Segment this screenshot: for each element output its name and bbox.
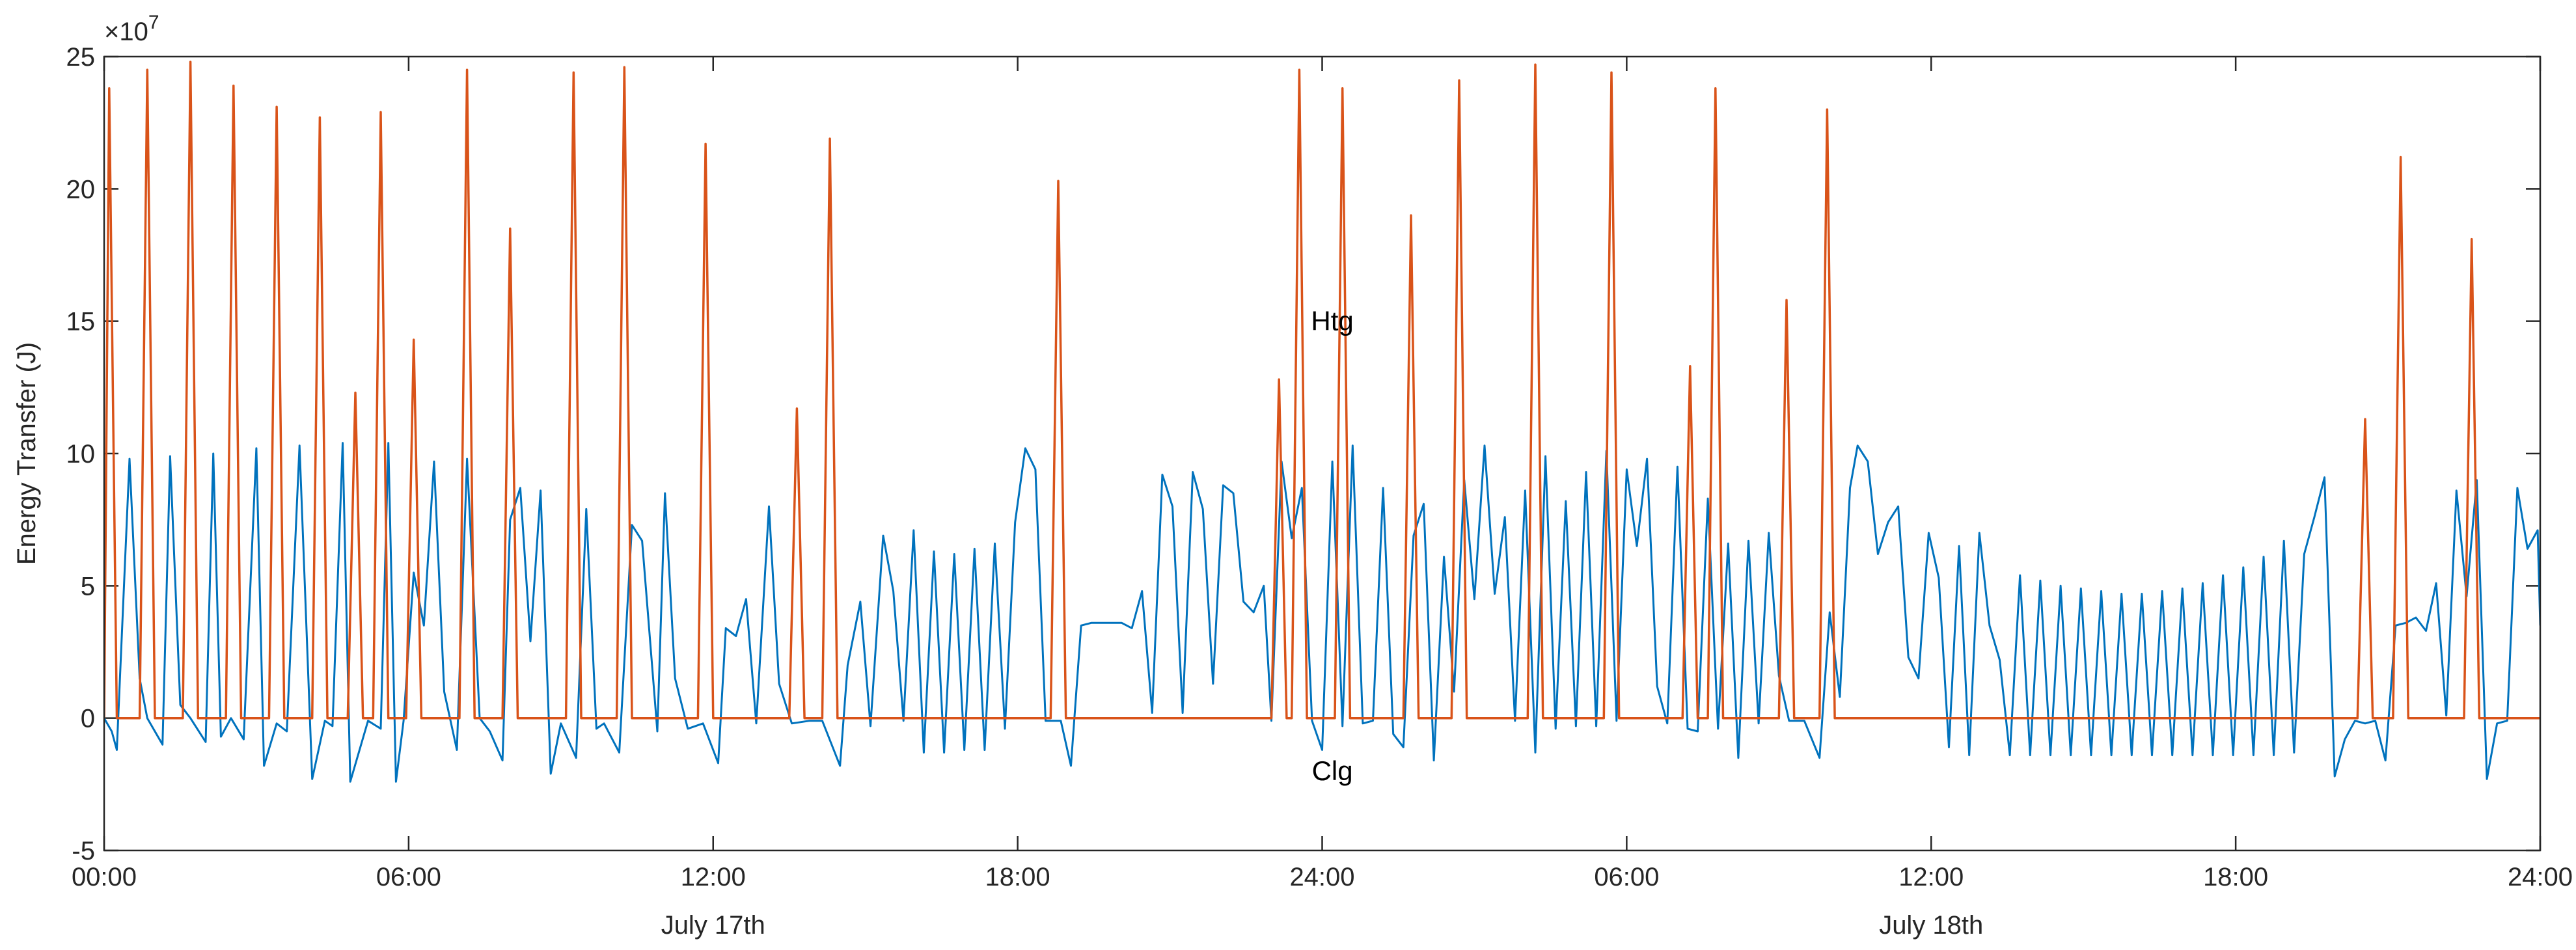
- y-tick-label-4: 15: [66, 308, 96, 336]
- heating-series-line: [104, 61, 2540, 720]
- y-exponent-base: ×10: [104, 18, 148, 46]
- x-tick-label-3: 18:00: [985, 863, 1050, 891]
- y-axis-label: Energy Transfer (J): [12, 342, 41, 565]
- annotation-htg: Htg: [1311, 306, 1353, 336]
- y-tick-label-0: -5: [72, 837, 95, 865]
- y-tick-label-2: 5: [81, 572, 95, 601]
- cooling-series-line: [104, 442, 2540, 783]
- y-exponent-power: 7: [148, 12, 159, 33]
- x-tick-label-1: 06:00: [376, 863, 441, 891]
- x-tick-label-7: 18:00: [2203, 863, 2268, 891]
- y-tick-label-1: 0: [81, 705, 95, 733]
- y-tick-label-5: 20: [66, 175, 96, 204]
- annotation-layer: Htg Clg: [1311, 306, 1353, 786]
- y-tick-label-6: 25: [66, 43, 96, 72]
- date-label-0: July 17th: [661, 911, 765, 940]
- x-tick-label-5: 06:00: [1594, 863, 1659, 891]
- date-label-1: July 18th: [1879, 911, 1983, 940]
- y-exponent-label: ×107: [104, 12, 159, 46]
- x-tick-label-0: 00:00: [72, 863, 137, 891]
- series-layer: [104, 61, 2540, 783]
- x-tick-label-4: 24:00: [1289, 863, 1354, 891]
- annotation-clg: Clg: [1312, 755, 1353, 786]
- y-tick-label-3: 10: [66, 440, 96, 468]
- x-tick-label-2: 12:00: [681, 863, 746, 891]
- plot-frame: [103, 55, 2542, 852]
- tick-layer: -5 0 5 10 15 20 25 00:00 06:00 12:00 18:00 24:00 06:…: [66, 43, 2573, 940]
- x-tick-label-8: 24:00: [2508, 863, 2573, 891]
- x-tick-label-6: 12:00: [1898, 863, 1964, 891]
